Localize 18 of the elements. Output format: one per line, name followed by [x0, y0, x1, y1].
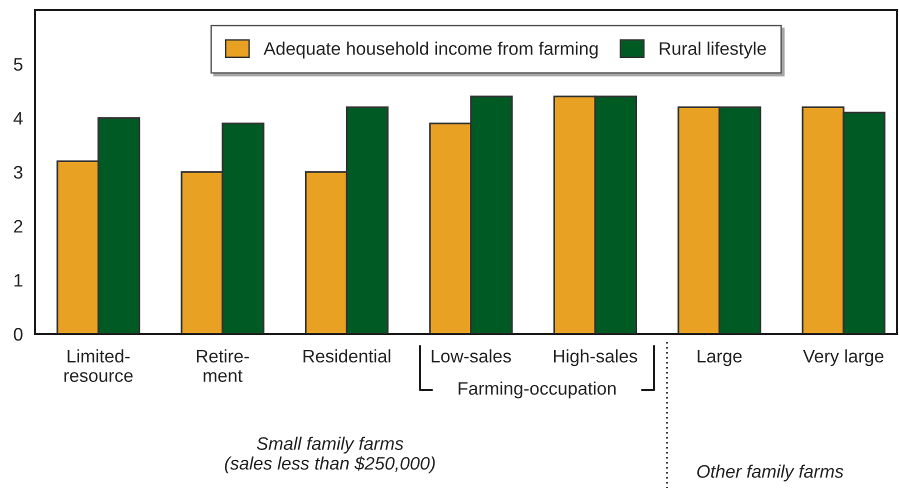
y-tick-label: 5	[14, 58, 22, 71]
text: Other family farms	[697, 464, 844, 482]
y-tick-label: 1	[14, 274, 22, 287]
x-tick-label: Low-sales	[432, 349, 511, 363]
y-tick-label: 3	[14, 166, 22, 179]
x-tick-label: Limited- resource	[64, 349, 133, 382]
y-tick-label: 2	[14, 220, 22, 233]
x-tick-label: High-sales	[554, 349, 638, 366]
x-tick-label: Residential	[304, 349, 390, 363]
y-tick-label: 0	[14, 328, 22, 341]
legend-label: Rural lifestyle	[660, 42, 766, 59]
legend-label: Adequate household income from farming	[264, 42, 598, 59]
text: Farming-occupation	[458, 382, 616, 398]
text: Small family farms (sales less than $250,000)	[224, 436, 435, 474]
x-tick-label: Large	[698, 350, 742, 366]
x-tick-label: Retire- ment	[196, 349, 249, 382]
y-tick-label: 4	[14, 112, 23, 125]
x-tick-label: Very large	[803, 349, 884, 366]
